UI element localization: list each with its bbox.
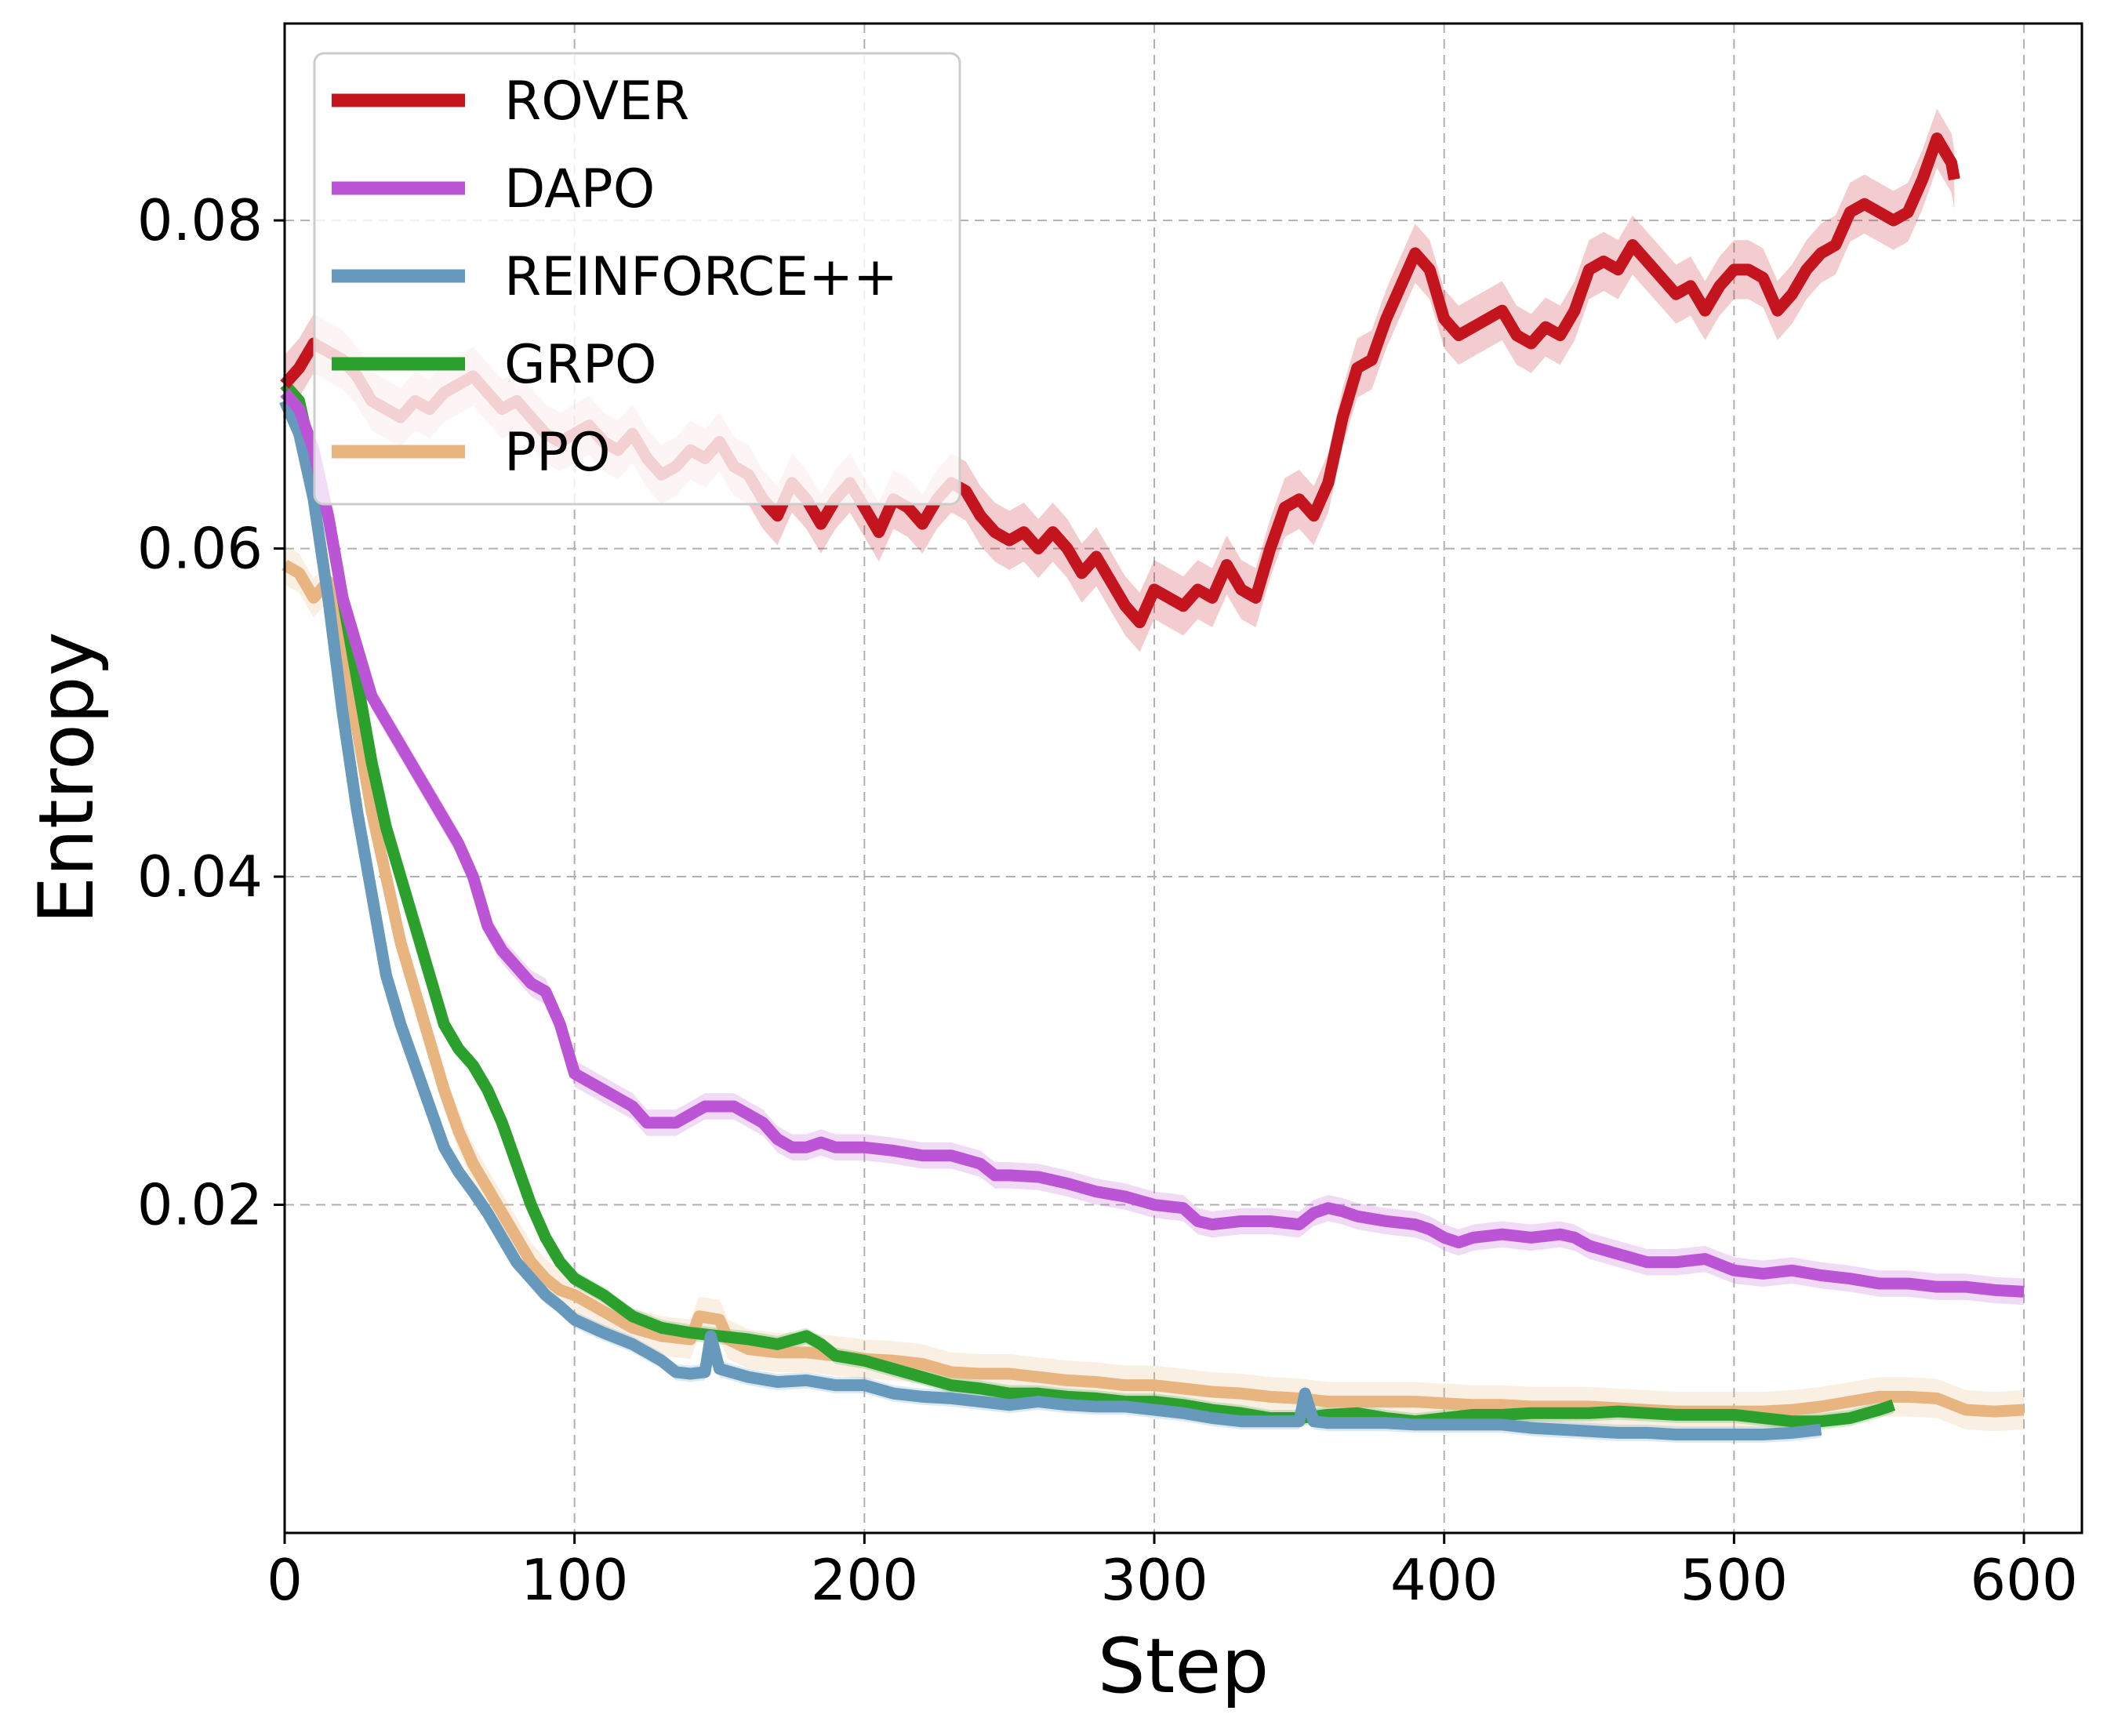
series-lines xyxy=(279,132,2025,1440)
x-tick-label-3: 300 xyxy=(1100,1547,1208,1613)
legend-label-reinforce: REINFORCE++ xyxy=(504,246,898,308)
x-axis-ticks: 0 100 200 300 400 500 600 xyxy=(267,1533,2078,1613)
y-tick-label-0: 0.02 xyxy=(137,1172,263,1238)
grid-lines xyxy=(285,24,2082,1533)
legend-label-grpo: GRPO xyxy=(504,334,656,396)
legend-label-ppo: PPO xyxy=(504,422,611,484)
legend-entries: ROVER DAPO REINFORCE++ GRPO PPO xyxy=(332,71,898,484)
y-tick-label-1: 0.04 xyxy=(137,844,263,910)
legend-label-dapo: DAPO xyxy=(504,158,655,220)
plot-frame xyxy=(283,22,2083,1534)
legend: ROVER DAPO REINFORCE++ GRPO PPO xyxy=(313,52,961,506)
grpo-line xyxy=(280,380,1896,1428)
legend-box xyxy=(313,52,961,506)
reinforce-line xyxy=(279,398,1822,1440)
y-tick-label-2: 0.06 xyxy=(137,516,263,582)
y-axis-ticks: 0.02 0.04 0.06 0.08 xyxy=(137,187,285,1238)
legend-label-rover: ROVER xyxy=(504,71,689,133)
x-tick-label-2: 200 xyxy=(811,1547,918,1613)
x-tick-label-5: 500 xyxy=(1680,1547,1788,1613)
x-tick-label-1: 100 xyxy=(521,1547,628,1613)
x-axis-label: Step xyxy=(1098,1622,1270,1710)
x-tick-label-0: 0 xyxy=(267,1547,303,1613)
x-tick-label-6: 600 xyxy=(1970,1547,2077,1613)
x-tick-label-4: 400 xyxy=(1390,1547,1498,1613)
y-tick-label-3: 0.08 xyxy=(137,187,263,253)
y-axis-label: Entropy xyxy=(23,632,111,924)
dapo-line xyxy=(280,388,2025,1298)
